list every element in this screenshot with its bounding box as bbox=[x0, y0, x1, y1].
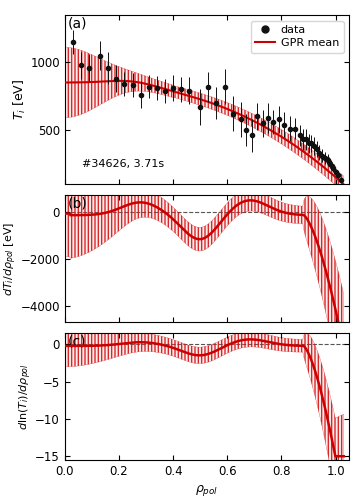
Text: (b): (b) bbox=[68, 196, 87, 210]
Text: (c): (c) bbox=[68, 334, 86, 348]
X-axis label: $\rho_{pol}$: $\rho_{pol}$ bbox=[195, 484, 219, 498]
Text: #34626, 3.71s: #34626, 3.71s bbox=[82, 159, 164, 169]
Y-axis label: $dT_i/d\rho_{pol}$ [eV]: $dT_i/d\rho_{pol}$ [eV] bbox=[3, 222, 19, 296]
Text: (a): (a) bbox=[68, 16, 87, 30]
Y-axis label: $d\ln(T_i)/d\rho_{pol}$: $d\ln(T_i)/d\rho_{pol}$ bbox=[17, 363, 34, 430]
Legend: data, GPR mean: data, GPR mean bbox=[251, 20, 344, 53]
Y-axis label: $T_i$ [eV]: $T_i$ [eV] bbox=[12, 79, 27, 120]
